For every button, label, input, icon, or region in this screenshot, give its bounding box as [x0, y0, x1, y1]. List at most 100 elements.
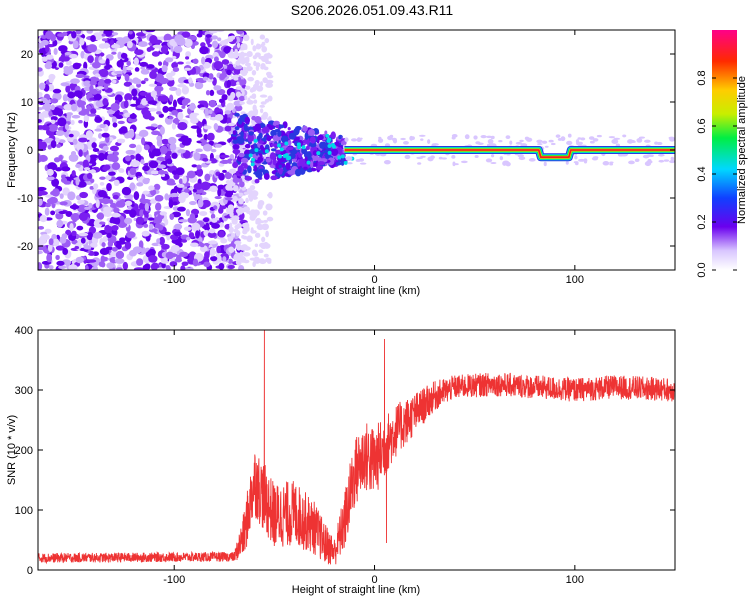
spectral-blob [240, 131, 244, 139]
spectral-blob [122, 65, 127, 75]
spectral-blob [238, 265, 245, 270]
spectral-blob [218, 221, 224, 228]
spectral-blob [192, 58, 199, 65]
spectral-blob [235, 60, 241, 66]
spectral-blob [86, 231, 94, 241]
spectral-blob [550, 142, 556, 146]
spectral-blob [286, 146, 294, 151]
spectral-blob [117, 51, 123, 60]
spectral-blob [344, 137, 349, 142]
spectral-blob [177, 61, 184, 65]
spectral-blob [69, 204, 80, 210]
spectral-blob [134, 49, 144, 56]
spectral-blob [113, 207, 120, 214]
spectral-blob [203, 125, 212, 130]
spectral-blob [327, 150, 332, 155]
spectral-blob [252, 55, 258, 60]
spectral-blob [288, 132, 296, 140]
spectral-blob [161, 138, 170, 145]
spectral-blob [291, 162, 298, 167]
spectral-blob [417, 162, 422, 165]
spectral-blob [209, 247, 216, 257]
spectral-blob [287, 169, 296, 175]
spectral-blob [316, 151, 321, 156]
spectral-blob [83, 61, 88, 70]
spectral-blob [156, 238, 161, 244]
spectral-blob [175, 167, 185, 176]
spectral-blob [50, 98, 59, 104]
spectral-blob [189, 112, 197, 121]
spectral-blob [147, 100, 158, 105]
spectral-blob [83, 245, 92, 250]
spectral-blob [60, 82, 70, 87]
spectral-blob [189, 200, 197, 206]
spectral-blob [189, 102, 196, 111]
spectral-blob [113, 179, 120, 187]
colorbar-gradient [712, 30, 737, 270]
spectral-blob [270, 152, 276, 158]
spectral-blob [158, 113, 164, 118]
spectral-blob [207, 240, 218, 245]
spectral-blob [157, 95, 163, 102]
spectral-blob [259, 104, 266, 108]
spectral-blob [246, 235, 253, 243]
spectral-blob [68, 133, 74, 138]
spectral-blob [165, 72, 173, 79]
spectral-blob [247, 134, 254, 142]
spectral-blob [243, 123, 248, 132]
spectral-blob [85, 130, 94, 139]
spectral-blob [71, 114, 81, 119]
spectral-blob [277, 130, 282, 137]
spectral-blob [207, 231, 217, 238]
spectral-blob [135, 32, 146, 37]
spectral-blob [72, 62, 81, 70]
spectral-blob [105, 175, 112, 181]
spectral-blob [126, 60, 131, 67]
spectral-blob [84, 265, 89, 270]
spectral-blob [183, 188, 190, 193]
spectral-blob [69, 222, 74, 232]
spectral-blob [544, 145, 549, 148]
spectral-blob [45, 202, 51, 208]
spectral-blob [51, 178, 60, 187]
spectral-blob [164, 231, 171, 236]
spectral-blob [485, 158, 493, 163]
spectral-blob [272, 158, 277, 166]
spectral-blob [431, 143, 439, 146]
spectral-blob [38, 186, 47, 191]
spectral-blob [670, 156, 675, 161]
spectral-blob [334, 141, 340, 146]
spectral-blob [50, 210, 56, 216]
spectral-blob [191, 222, 201, 232]
spectral-blob [127, 129, 135, 139]
spectral-blob [95, 49, 103, 53]
spectral-blob [499, 156, 504, 161]
spectral-blob [246, 225, 250, 232]
spectral-blob [110, 103, 120, 111]
colorbar-tick-label: 0.0 [696, 262, 708, 277]
spectral-blob [47, 83, 55, 92]
spectral-blob [654, 141, 659, 145]
spectral-blob [221, 59, 230, 65]
spectral-blob [256, 43, 260, 50]
spectral-blob [265, 230, 269, 238]
spectral-blob [275, 149, 282, 155]
spectral-blob [254, 243, 259, 248]
spectral-blob [169, 213, 175, 221]
spectral-blob [75, 30, 82, 35]
spectral-blob [199, 211, 208, 217]
spectral-blob [65, 60, 72, 66]
spectral-blob [645, 154, 653, 158]
spectral-blob [104, 78, 112, 84]
spectral-blob [140, 159, 145, 165]
spectral-blob [265, 203, 273, 211]
spectral-blob [93, 218, 103, 228]
spectral-blob [238, 197, 244, 205]
spectral-blob [146, 47, 152, 52]
spectral-blob [140, 69, 150, 75]
spectral-blob [71, 30, 77, 39]
spectral-blob [608, 136, 616, 139]
spectral-blob [99, 176, 106, 180]
spectral-blob [152, 39, 163, 44]
spectral-blob [280, 135, 289, 144]
